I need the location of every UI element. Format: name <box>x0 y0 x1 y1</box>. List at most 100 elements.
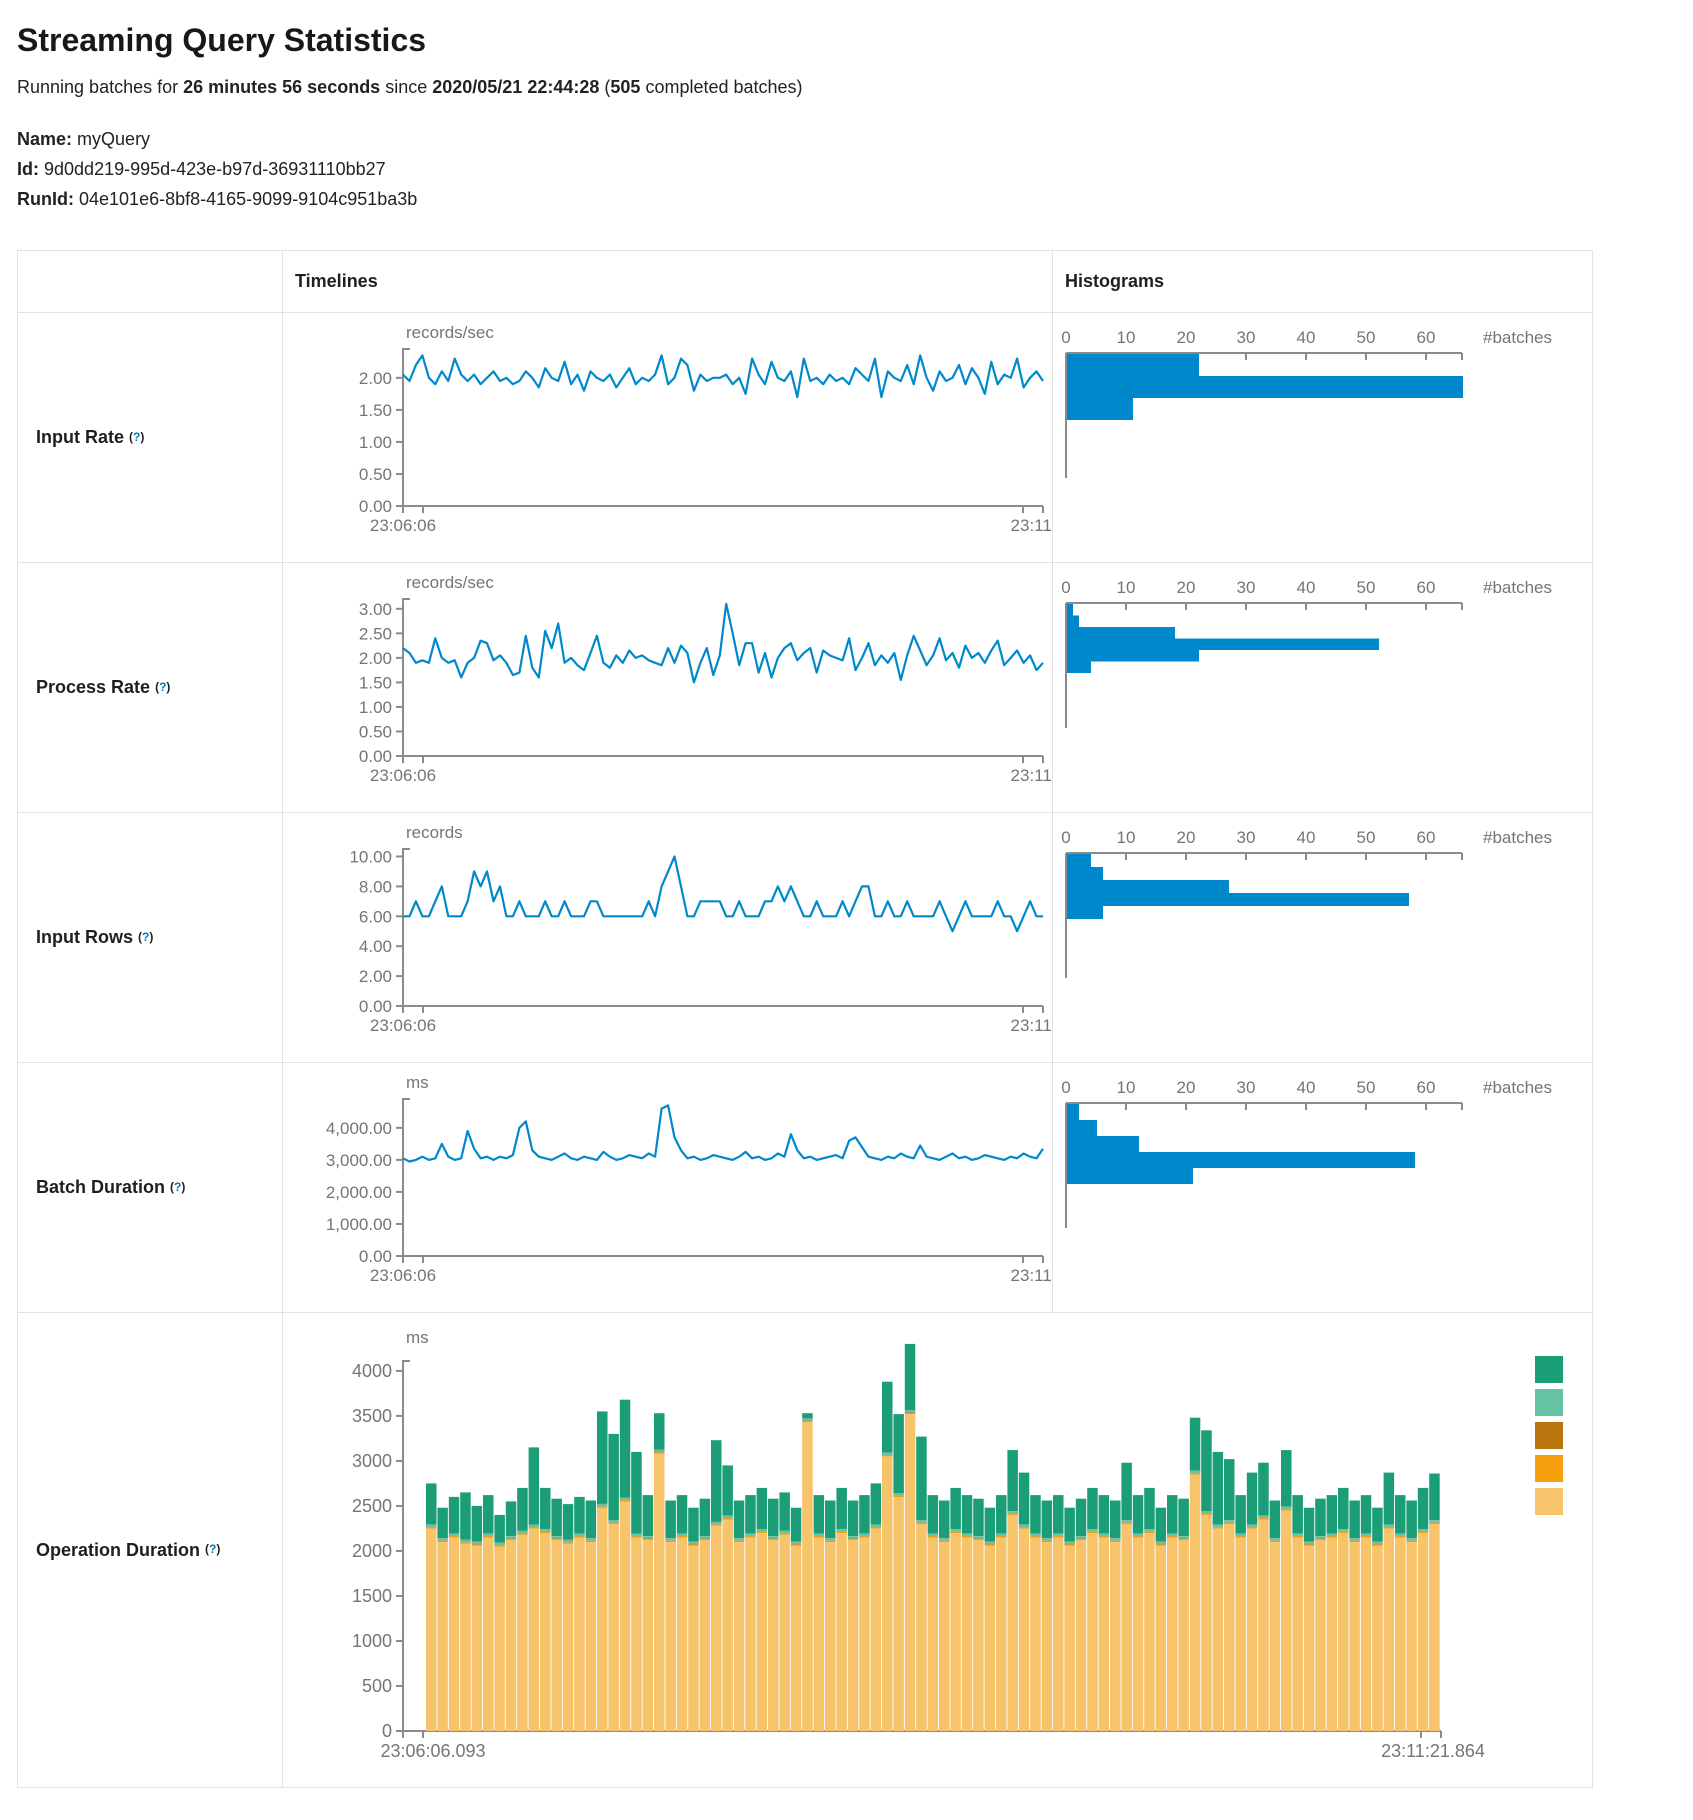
histogram-tick-label: 10 <box>1117 1078 1136 1097</box>
histogram-tick-label: 30 <box>1237 1078 1256 1097</box>
help-question-icon[interactable]: ? <box>159 679 167 694</box>
stacked-bar-segment <box>1338 1529 1349 1532</box>
header-timelines: Timelines <box>283 251 1053 313</box>
stacked-bar-segment <box>1224 1522 1235 1523</box>
name-value: myQuery <box>77 129 151 149</box>
stacked-bar-segment <box>574 1496 585 1534</box>
stacked-bar-segment <box>1360 1537 1372 1731</box>
stacked-bar-segment <box>688 1507 699 1542</box>
y-axis-tick-label: 0.50 <box>359 722 392 741</box>
x-axis-end-label: 23:11:21.864 <box>1381 1741 1485 1761</box>
stacked-bar-segment <box>1395 1495 1406 1534</box>
stacked-bar-segment <box>1315 1538 1326 1539</box>
row-label-operation-duration: Operation Duration (?) <box>18 1313 283 1788</box>
legend-swatch-4 <box>1535 1455 1563 1482</box>
chart-unit-label: records/sec <box>406 323 494 342</box>
stacked-bar-segment <box>813 1533 825 1536</box>
histogram-tick-label: 30 <box>1237 828 1256 847</box>
stacked-bar-segment <box>1303 1541 1315 1544</box>
histogram-batches-label: #batches <box>1483 328 1552 347</box>
stacked-bar-segment <box>1110 1540 1121 1542</box>
timeline-line-series <box>402 354 1044 399</box>
stacked-bar-segment <box>1132 1535 1144 1537</box>
stacked-bar-segment <box>562 1542 574 1544</box>
help-question-icon[interactable]: ? <box>142 929 150 944</box>
legend-swatch-5 <box>1535 1488 1563 1515</box>
stacked-bar-segment <box>1087 1529 1098 1532</box>
stacked-bar-segment <box>471 1541 483 1544</box>
stacked-bar-segment <box>1007 1511 1018 1514</box>
stacked-bar-segment <box>1144 1529 1155 1532</box>
chart-unit-label: ms <box>406 1073 429 1092</box>
histogram-bar <box>1067 376 1463 398</box>
stacked-bar-segment <box>1349 1538 1360 1541</box>
stacked-bar-segment <box>585 1538 597 1541</box>
stacked-bar-segment <box>893 1495 904 1497</box>
stacked-bar-segment <box>973 1540 984 1731</box>
stacked-bar-segment <box>1406 1540 1417 1541</box>
histogram-bar <box>1067 1120 1097 1136</box>
stacked-bar-segment <box>950 1487 961 1529</box>
stacked-bar-segment <box>790 1543 802 1545</box>
stacked-bar-segment <box>699 1536 711 1539</box>
stacked-bar-segment <box>574 1536 585 1538</box>
y-axis-tick-label: 1.00 <box>359 433 392 452</box>
stacked-bar-segment <box>619 1399 631 1498</box>
stacked-bar-segment <box>836 1529 847 1532</box>
help-question-icon[interactable]: ? <box>133 429 141 444</box>
stacked-bar-segment <box>1417 1529 1429 1532</box>
y-axis-tick-label: 2.00 <box>359 649 392 668</box>
stacked-bar-segment <box>973 1536 984 1539</box>
stacked-bar-segment <box>528 1527 540 1529</box>
stacked-bar-segment <box>1315 1498 1326 1537</box>
histogram-bar <box>1067 906 1103 919</box>
stacked-bar-segment <box>1018 1528 1030 1731</box>
stacked-bar-segment <box>825 1500 836 1538</box>
histogram-tick-label: 20 <box>1177 578 1196 597</box>
histogram-tick-label: 40 <box>1297 328 1316 347</box>
histogram-tick-label: 50 <box>1357 328 1376 347</box>
stacked-bar-segment <box>1292 1495 1303 1534</box>
stacked-bar-segment <box>847 1538 859 1539</box>
stacked-bar-segment <box>756 1529 768 1532</box>
histogram-bar <box>1067 650 1199 662</box>
stacked-bar-segment <box>505 1538 517 1539</box>
stacked-bar-segment <box>745 1537 756 1731</box>
histogram-tick-label: 60 <box>1417 828 1436 847</box>
stacked-bar-segment <box>676 1535 688 1537</box>
stacked-bar-segment <box>927 1533 939 1536</box>
stacked-bar-segment <box>1018 1524 1030 1527</box>
stacked-bar-segment <box>1406 1541 1417 1731</box>
histogram-tick-label: 50 <box>1357 578 1376 597</box>
stacked-bar-segment <box>540 1532 551 1731</box>
stacked-bar-segment <box>574 1537 585 1731</box>
stacked-bar-segment <box>642 1538 654 1539</box>
stacked-bar-segment <box>585 1541 597 1731</box>
y-axis-tick-label: 3500 <box>352 1406 392 1426</box>
stacked-bar-segment <box>1269 1540 1281 1542</box>
stacked-bar-segment <box>642 1495 654 1537</box>
stacked-bar-segment <box>1395 1533 1406 1536</box>
histogram-bar <box>1067 604 1073 616</box>
runid-value: 04e101e6-8bf8-4165-9099-9104c951ba3b <box>79 189 418 209</box>
x-axis-end-label: 23:11:21 <box>1011 516 1053 535</box>
y-axis-tick-label: 1.00 <box>359 698 392 717</box>
help-question-icon[interactable]: ? <box>174 1179 182 1194</box>
input-rows-timeline-chart: records 0.00 2.00 4.00 6.00 8.00 10.00 23:06:06… <box>349 823 1053 1035</box>
legend-swatch-3 <box>1535 1422 1563 1449</box>
stacked-bar-segment <box>1235 1536 1246 1538</box>
stacked-bar-segment <box>1372 1543 1383 1545</box>
stacked-bar-segment <box>460 1492 471 1540</box>
stacked-bar-segment <box>768 1540 779 1731</box>
stacked-bar-segment <box>733 1540 745 1541</box>
stacked-bar-segment <box>1360 1536 1372 1538</box>
histogram-tick-label: 50 <box>1357 1078 1376 1097</box>
query-metadata: Name: myQuery Id: 9d0dd219-995d-423e-b97… <box>17 124 1693 214</box>
input-rows-histogram-cell: 0 10 20 30 40 50 60 #batches <box>1053 813 1593 1063</box>
y-axis-tick-label: 0.00 <box>359 747 392 766</box>
stacked-bar-segment <box>1201 1513 1212 1514</box>
stacked-bar-segment <box>813 1536 825 1538</box>
help-question-icon[interactable]: ? <box>209 1542 217 1556</box>
x-axis-end-label: 23:11:21 <box>1011 1016 1053 1035</box>
stacked-bar-segment <box>505 1501 517 1537</box>
